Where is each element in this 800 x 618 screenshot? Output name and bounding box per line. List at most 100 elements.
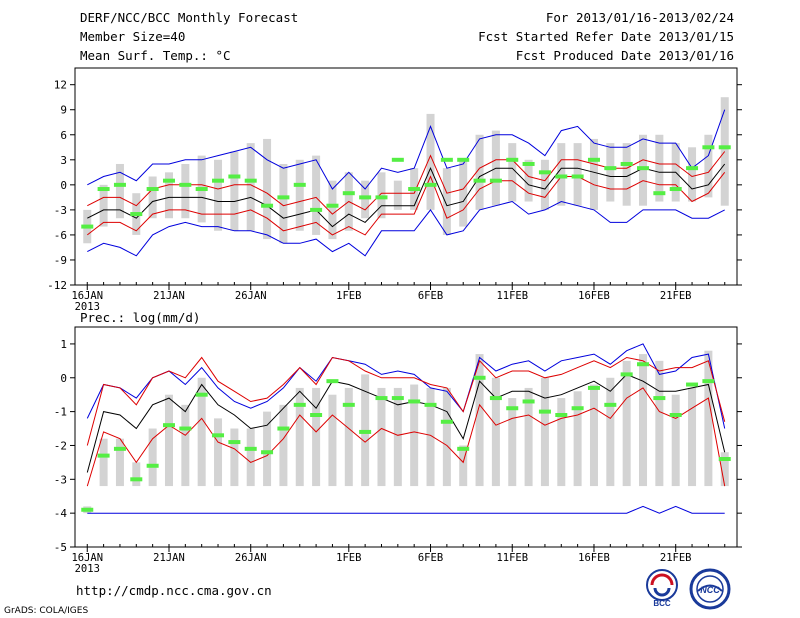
prec-box xyxy=(508,398,517,487)
temp-ytick-label: 3 xyxy=(60,154,67,167)
temp-median-mark xyxy=(146,187,159,192)
prec-box xyxy=(148,428,157,487)
prec-median-mark xyxy=(587,385,600,390)
prec-median-mark xyxy=(637,362,650,367)
prec-median-mark xyxy=(195,392,208,397)
prec-median-mark xyxy=(571,406,584,411)
prec-median-mark xyxy=(522,399,535,404)
temp-median-mark xyxy=(669,187,682,192)
prec-median-mark xyxy=(212,433,225,438)
temp-xtick-label: 26JAN xyxy=(235,290,267,302)
prec-median-mark xyxy=(424,402,437,407)
temp-box xyxy=(148,176,157,219)
prec-median-mark xyxy=(277,426,290,431)
temp-median-mark xyxy=(391,157,404,162)
prec-box xyxy=(606,377,615,487)
temp-box xyxy=(720,97,729,206)
prec-year-label: 2013 xyxy=(75,563,100,575)
prec-xtick-label: 6FEB xyxy=(418,552,443,564)
prec-median-mark xyxy=(326,379,339,384)
prec-median-mark xyxy=(473,375,486,380)
prec-median-mark xyxy=(162,423,175,428)
temp-ytick-label: -3 xyxy=(54,204,67,217)
temp-median-mark xyxy=(555,174,568,179)
prec-median-mark xyxy=(130,477,143,482)
prec-ytick-label: -2 xyxy=(54,439,67,452)
temp-median-mark xyxy=(97,187,110,192)
prec-xtick-label: 21JAN xyxy=(153,552,185,564)
prec-mean-line xyxy=(86,373,726,473)
prec-box xyxy=(263,411,272,487)
temp-xtick-label: 16FEB xyxy=(578,290,610,302)
prec-outer-low-line xyxy=(87,505,725,514)
temp-box xyxy=(459,159,468,227)
prec-box xyxy=(344,387,353,487)
prec-box xyxy=(704,350,713,487)
temp-median-mark xyxy=(571,174,584,179)
temp-median-mark xyxy=(604,166,617,171)
temp-median-mark xyxy=(130,212,143,217)
temp-box xyxy=(164,172,173,219)
prec-box xyxy=(524,387,533,487)
temp-median-mark xyxy=(522,161,535,166)
prec-box xyxy=(377,387,386,487)
temp-box xyxy=(688,147,697,202)
temp-box xyxy=(279,163,288,244)
temp-box xyxy=(524,159,533,202)
temp-outer-low-line xyxy=(87,200,725,257)
prec-box xyxy=(540,377,549,487)
temp-median-mark xyxy=(653,191,666,196)
prec-box xyxy=(312,387,321,487)
precip-title: Prec.: log(mm/d) xyxy=(80,310,200,325)
temp-year-label: 2013 xyxy=(75,301,100,313)
temp-median-mark xyxy=(489,178,502,183)
forecast-produced-date: Fcst Produced Date 2013/01/16 xyxy=(515,48,734,63)
prec-median-mark xyxy=(702,379,715,384)
temp-box xyxy=(557,143,566,206)
source-url[interactable]: http://cmdp.ncc.cma.gov.cn xyxy=(76,583,272,598)
prec-ytick-label: -3 xyxy=(54,473,67,486)
temp-inner-low-line xyxy=(86,171,726,236)
prec-box xyxy=(639,354,648,487)
temp-median-mark xyxy=(212,178,225,183)
temp-box xyxy=(442,168,451,235)
prec-median-mark xyxy=(97,453,110,458)
bcc-logo: BCC xyxy=(646,569,678,608)
temp-xtick-label: 1FEB xyxy=(336,290,361,302)
prec-box xyxy=(328,394,337,487)
temp-median-mark xyxy=(408,187,421,192)
prec-box xyxy=(459,445,468,487)
temp-ytick-label: 0 xyxy=(60,179,67,192)
prec-median-mark xyxy=(489,396,502,401)
temp-median-mark xyxy=(457,157,470,162)
prec-box xyxy=(246,428,255,487)
temp-median-mark xyxy=(587,157,600,162)
temp-box xyxy=(115,163,124,219)
prec-median-mark xyxy=(686,382,699,387)
prec-median-mark xyxy=(146,463,159,468)
prec-ytick-label: -4 xyxy=(54,507,68,520)
temp-ytick-label: 9 xyxy=(60,104,67,117)
prec-median-mark xyxy=(179,426,192,431)
temp-box xyxy=(655,134,664,202)
temp-box xyxy=(295,159,304,231)
prec-box xyxy=(181,404,190,487)
temp-box xyxy=(573,143,582,206)
prec-ytick-label: 0 xyxy=(60,372,67,385)
variable-label: Mean Surf. Temp.: °C xyxy=(80,48,231,63)
prec-box xyxy=(589,384,598,487)
prec-box xyxy=(197,377,206,487)
temp-xtick-label: 21FEB xyxy=(660,290,692,302)
temp-median-mark xyxy=(326,203,339,208)
prec-box xyxy=(230,428,239,487)
prec-box xyxy=(410,384,419,487)
prec-inner-low-line xyxy=(86,387,726,487)
temp-box xyxy=(312,155,321,235)
temp-box xyxy=(181,163,190,219)
temp-ytick-label: -6 xyxy=(54,229,67,242)
temp-box xyxy=(328,180,337,240)
prec-median-mark xyxy=(718,457,731,461)
prec-median-mark xyxy=(653,396,666,401)
prec-median-mark xyxy=(538,409,551,414)
temp-median-mark xyxy=(261,203,274,208)
